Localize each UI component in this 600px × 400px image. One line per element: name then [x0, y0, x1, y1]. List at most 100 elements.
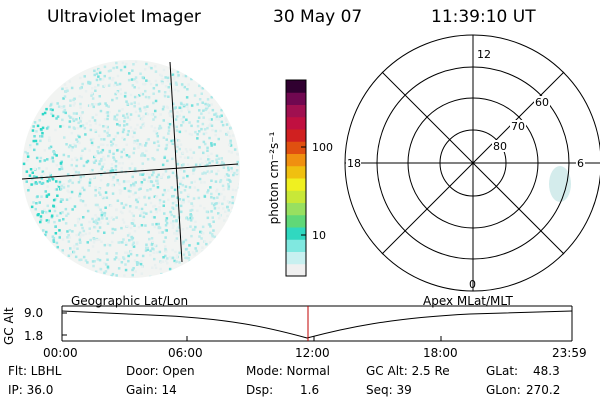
- image-pixel: [148, 276, 151, 278]
- image-pixel: [156, 148, 159, 152]
- image-pixel: [141, 152, 144, 155]
- image-pixel: [130, 102, 133, 105]
- image-pixel: [109, 169, 112, 173]
- auroral-patch: [549, 166, 571, 202]
- image-pixel: [78, 192, 82, 196]
- image-pixel: [91, 116, 95, 119]
- image-pixel: [207, 158, 210, 161]
- image-pixel: [133, 259, 137, 262]
- image-pixel: [78, 141, 81, 145]
- image-pixel: [45, 219, 49, 222]
- image-pixel: [50, 214, 54, 217]
- image-pixel: [210, 179, 213, 182]
- image-pixel: [222, 162, 225, 166]
- image-pixel: [186, 156, 190, 159]
- image-pixel: [81, 186, 84, 190]
- image-pixel: [150, 66, 153, 70]
- image-pixel: [178, 251, 181, 255]
- image-pixel: [67, 234, 70, 237]
- image-pixel: [137, 102, 140, 105]
- image-pixel: [104, 270, 108, 273]
- image-pixel: [151, 157, 154, 160]
- timeline-xtick-label: 00:00: [43, 346, 78, 360]
- image-pixel: [152, 171, 155, 174]
- image-pixel: [199, 230, 202, 234]
- image-pixel: [51, 178, 55, 181]
- image-pixel: [40, 135, 44, 138]
- image-pixel: [225, 123, 229, 126]
- image-pixel: [97, 170, 101, 174]
- image-pixel: [106, 168, 109, 172]
- mlat-label-80: 80: [493, 140, 507, 153]
- image-pixel: [140, 183, 143, 187]
- image-pixel: [58, 219, 61, 222]
- image-pixel: [60, 184, 64, 188]
- image-pixel: [193, 180, 197, 183]
- image-pixel: [210, 103, 213, 106]
- image-pixel: [227, 185, 231, 188]
- image-pixel: [220, 192, 223, 196]
- image-pixel: [70, 190, 74, 194]
- image-pixel: [79, 87, 82, 90]
- image-pixel: [116, 123, 119, 126]
- image-pixel: [103, 158, 106, 161]
- image-pixel: [155, 251, 159, 254]
- image-pixel: [79, 235, 82, 238]
- image-pixel: [125, 100, 128, 103]
- image-pixel: [192, 151, 196, 154]
- image-pixel: [110, 240, 114, 244]
- image-pixel: [49, 108, 53, 111]
- image-pixel: [175, 232, 179, 235]
- label-backing: [510, 120, 526, 132]
- image-pixel: [155, 83, 158, 87]
- colorbar-cell: [286, 153, 306, 167]
- image-pixel: [115, 61, 118, 65]
- image-pixel: [159, 113, 162, 116]
- image-pixel: [125, 123, 129, 126]
- image-pixel: [77, 233, 81, 236]
- image-pixel: [151, 240, 154, 244]
- image-pixel: [98, 238, 101, 241]
- image-pixel: [96, 203, 99, 207]
- image-pixel: [53, 209, 57, 213]
- image-pixel: [28, 145, 32, 149]
- image-pixel: [54, 225, 57, 228]
- image-pixel: [150, 125, 153, 128]
- label-backing: [492, 140, 508, 152]
- image-pixel: [181, 121, 185, 124]
- image-pixel: [98, 226, 102, 229]
- image-pixel: [183, 170, 186, 173]
- image-pixel: [228, 134, 232, 138]
- image-pixel: [221, 184, 225, 188]
- image-pixel: [46, 180, 49, 183]
- image-pixel: [184, 264, 187, 267]
- image-pixel: [73, 246, 76, 250]
- image-pixel: [83, 126, 87, 130]
- image-pixel: [45, 195, 49, 198]
- image-pixel: [153, 141, 156, 145]
- image-pixel: [215, 202, 218, 205]
- image-pixel: [209, 231, 212, 235]
- image-pixel: [116, 74, 120, 78]
- image-pixel: [226, 219, 230, 223]
- image-pixel: [123, 120, 126, 123]
- image-pixel: [155, 175, 159, 179]
- image-pixel: [226, 131, 230, 134]
- image-pixel: [130, 212, 134, 215]
- image-pixel: [164, 147, 167, 151]
- image-pixel: [145, 149, 148, 153]
- image-pixel: [97, 103, 100, 106]
- image-pixel: [51, 156, 54, 160]
- image-pixel: [142, 211, 146, 215]
- image-pixel: [109, 140, 113, 143]
- image-pixel: [22, 162, 26, 166]
- image-pixel: [212, 196, 216, 200]
- image-pixel: [59, 125, 62, 128]
- image-pixel: [133, 78, 137, 81]
- image-pixel: [201, 250, 204, 253]
- image-pixel: [103, 243, 107, 247]
- image-pixel: [113, 158, 116, 161]
- image-pixel: [196, 242, 200, 245]
- mlt-label-18: 18: [347, 157, 361, 170]
- image-pixel: [64, 207, 68, 211]
